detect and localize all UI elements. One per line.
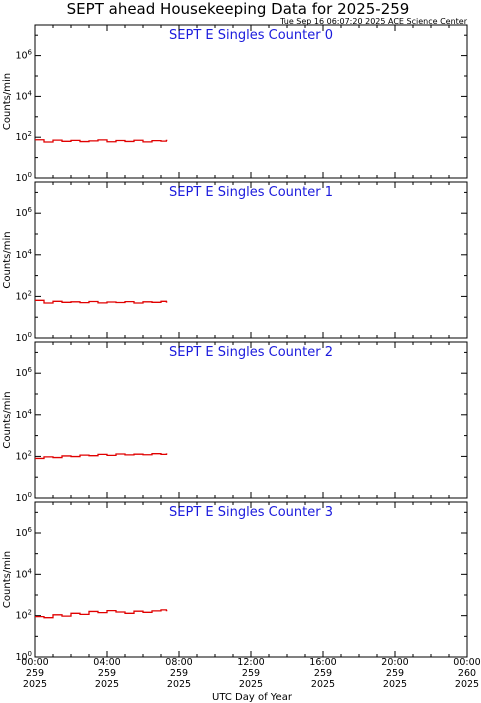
y-axis-label: Counts/min: [2, 231, 13, 288]
y-tick-label: 106: [15, 526, 32, 539]
panel-title: SEPT E Singles Counter 1: [169, 185, 333, 200]
x-tick-label: 2025: [383, 679, 407, 690]
y-tick-label: 106: [15, 366, 32, 379]
y-tick-label: 102: [15, 609, 32, 622]
y-tick-label: 104: [15, 408, 32, 421]
panel-3: SEPT E Singles Counter 3 Counts/min 100 102…: [2, 501, 468, 663]
x-tick-label: 259: [170, 668, 188, 679]
x-tick-label: 259: [386, 668, 404, 679]
panel-frame: [34, 181, 468, 339]
y-tick-label: 106: [15, 206, 32, 219]
y-tick-label: 100: [15, 491, 32, 504]
y-tick-label: 104: [15, 248, 32, 261]
y-tick-label: 102: [15, 289, 32, 302]
y-tick-label: 100: [15, 331, 32, 344]
x-tick-label: 00:00: [453, 657, 480, 668]
x-tick-label: 2025: [23, 679, 47, 690]
x-tick-label: 12:00: [237, 657, 264, 668]
y-axis-label: Counts/min: [2, 73, 13, 130]
x-tick-label: 00:00: [21, 657, 48, 668]
x-tick-label: 2025: [167, 679, 191, 690]
y-tick-label: 104: [15, 567, 32, 580]
panel-0: SEPT E Singles Counter 0 Counts/min 100 102…: [2, 24, 468, 184]
panels-group: SEPT E Singles Counter 0 Counts/min 100 102…: [2, 24, 468, 663]
y-axis-label: Counts/min: [2, 551, 13, 608]
x-tick-label: 04:00: [93, 657, 120, 668]
x-axis-label: UTC Day of Year: [212, 692, 293, 703]
series-line: [35, 139, 168, 143]
x-tick-label: 20:00: [381, 657, 408, 668]
panel-title: SEPT E Singles Counter 3: [169, 505, 333, 520]
panel-title: SEPT E Singles Counter 2: [169, 345, 333, 360]
x-tick-label: 259: [26, 668, 44, 679]
chart-title: SEPT ahead Housekeeping Data for 2025-25…: [67, 0, 410, 18]
y-tick-label: 102: [15, 130, 32, 143]
y-tick-label: 100: [15, 650, 32, 663]
panel-frame: [34, 341, 468, 499]
series-line: [35, 299, 168, 304]
series-line: [35, 453, 168, 460]
y-axis-label: Counts/min: [2, 391, 13, 448]
x-tick-label: 2025: [311, 679, 335, 690]
chart-subtitle: Tue Sep 16 06:07:20 2025 ACE Science Cen…: [279, 17, 468, 26]
panel-frame: [34, 501, 468, 658]
x-tick-label: 260: [458, 668, 476, 679]
y-tick-label: 104: [15, 89, 32, 102]
x-axis: 00:00259202504:00259202508:00259202512:0…: [21, 657, 480, 690]
x-tick-label: 259: [314, 668, 332, 679]
series-line: [35, 609, 168, 619]
x-tick-label: 08:00: [165, 657, 192, 668]
y-tick-label: 100: [15, 171, 32, 184]
x-tick-label: 2025: [95, 679, 119, 690]
x-tick-label: 259: [98, 668, 116, 679]
x-tick-label: 259: [242, 668, 260, 679]
panel-title: SEPT E Singles Counter 0: [169, 28, 333, 43]
y-tick-label: 102: [15, 449, 32, 462]
panel-frame: [34, 24, 468, 179]
x-tick-label: 2025: [455, 679, 479, 690]
panel-1: SEPT E Singles Counter 1 Counts/min 100 102…: [2, 181, 468, 344]
x-tick-label: 2025: [239, 679, 263, 690]
x-tick-label: 16:00: [309, 657, 336, 668]
y-tick-label: 106: [15, 49, 32, 62]
panel-2: SEPT E Singles Counter 2 Counts/min 100 102…: [2, 341, 468, 504]
